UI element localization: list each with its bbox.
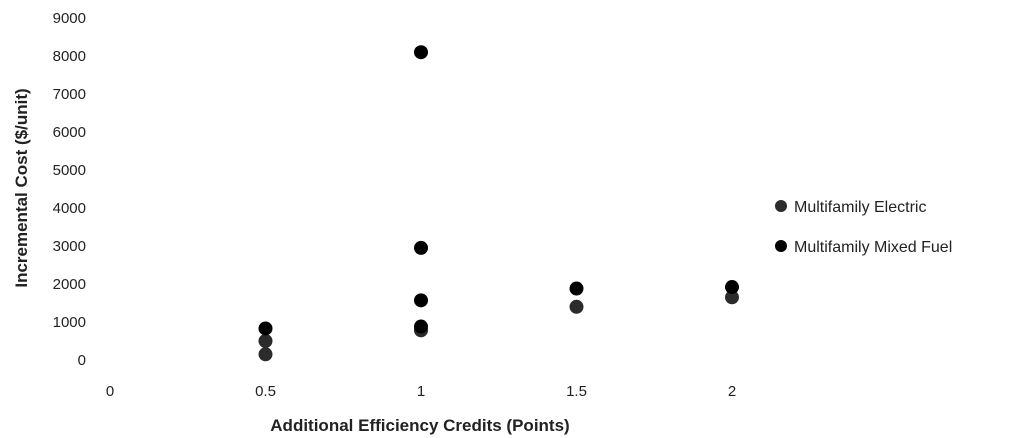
data-point-series-1-2 [414,293,428,308]
x-axis-title: Additional Efficiency Credits (Points) [270,416,569,435]
data-point-series-0-0 [258,347,273,362]
y-tick-label: 6000 [53,124,86,141]
legend-label-mixed-fuel: Multifamily Mixed Fuel [794,239,952,256]
legend-marker-electric [775,200,787,212]
data-point-series-1-6 [725,280,739,295]
data-point-series-1-5 [569,281,584,296]
y-tick-label: 1000 [53,314,86,331]
x-tick-label: 1 [417,383,425,400]
legend: Multifamily Electric Multifamily Mixed F… [775,199,952,256]
data-points [258,45,739,362]
y-tick-label: 3000 [53,238,86,255]
x-axis-ticks: 0 0.5 1 1.5 2 [106,383,736,400]
y-axis-title: Incremental Cost ($/unit) [12,88,31,287]
data-point-series-1-4 [414,45,428,60]
y-tick-label: 5000 [53,162,86,179]
x-tick-label: 2 [728,383,736,400]
data-point-series-1-1 [414,319,428,334]
legend-item-electric: Multifamily Electric [775,199,926,216]
x-tick-label: 0.5 [255,383,276,400]
y-tick-label: 4000 [53,200,86,217]
data-point-series-0-1 [258,334,273,348]
y-tick-label: 2000 [53,276,86,293]
data-point-series-0-3 [569,299,584,314]
data-point-series-1-3 [414,240,428,255]
legend-label-electric: Multifamily Electric [794,199,926,216]
y-tick-label: 0 [78,352,86,369]
y-tick-label: 7000 [53,86,86,103]
y-tick-label: 9000 [53,10,86,27]
legend-marker-mixed-fuel [775,240,787,252]
data-point-series-0-4 [725,290,739,305]
x-tick-label: 0 [106,383,114,400]
y-tick-label: 8000 [53,48,86,65]
x-tick-label: 1.5 [566,383,587,400]
y-axis-ticks: 0 1000 2000 3000 4000 5000 6000 7000 8000 9000 [53,10,86,369]
legend-item-mixed-fuel: Multifamily Mixed Fuel [775,239,952,256]
data-point-series-1-0 [258,321,273,336]
